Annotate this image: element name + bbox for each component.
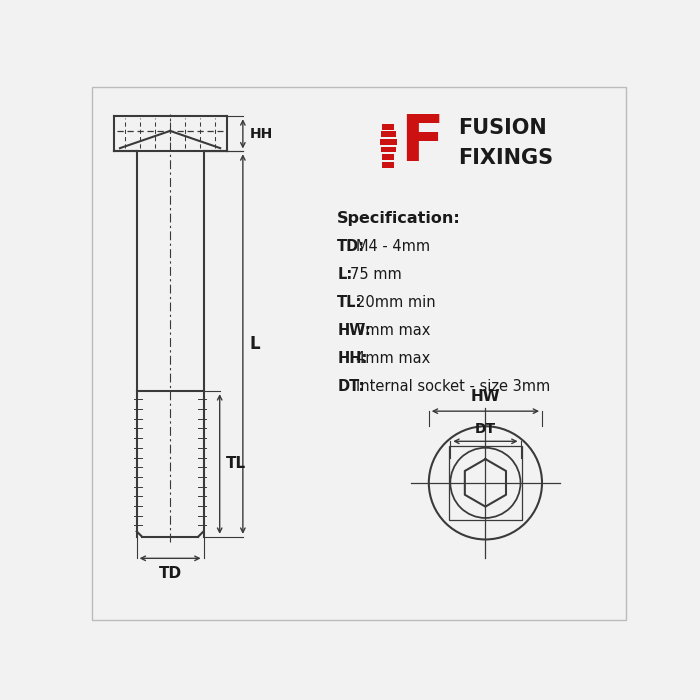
Text: Internal socket - size 3mm: Internal socket - size 3mm — [356, 379, 550, 394]
FancyBboxPatch shape — [382, 154, 394, 160]
Text: FIXINGS: FIXINGS — [458, 148, 554, 169]
FancyBboxPatch shape — [382, 162, 394, 167]
FancyBboxPatch shape — [381, 132, 396, 137]
Text: M4 - 4mm: M4 - 4mm — [356, 239, 430, 253]
Text: L: L — [249, 335, 260, 353]
Text: HH:: HH: — [337, 351, 368, 366]
Text: 7mm max: 7mm max — [356, 323, 430, 338]
Text: DT:: DT: — [337, 379, 365, 394]
Text: TL: TL — [226, 456, 246, 472]
Text: DT: DT — [475, 422, 496, 436]
Text: TD:: TD: — [337, 239, 365, 253]
Text: F: F — [400, 112, 444, 174]
Text: FUSION: FUSION — [458, 118, 547, 138]
FancyBboxPatch shape — [380, 139, 397, 145]
Text: HW:: HW: — [337, 323, 371, 338]
Bar — [449, 446, 522, 519]
FancyBboxPatch shape — [381, 146, 396, 153]
Text: 20mm min: 20mm min — [356, 295, 435, 309]
Text: HW: HW — [470, 389, 500, 404]
Text: L:: L: — [337, 267, 352, 281]
Text: Specification:: Specification: — [337, 211, 461, 225]
Text: 4mm max: 4mm max — [356, 351, 430, 366]
FancyBboxPatch shape — [382, 124, 394, 130]
Text: TD: TD — [158, 566, 182, 582]
Text: HH: HH — [249, 127, 272, 141]
Text: 75 mm: 75 mm — [349, 267, 401, 281]
Text: TL:: TL: — [337, 295, 363, 309]
